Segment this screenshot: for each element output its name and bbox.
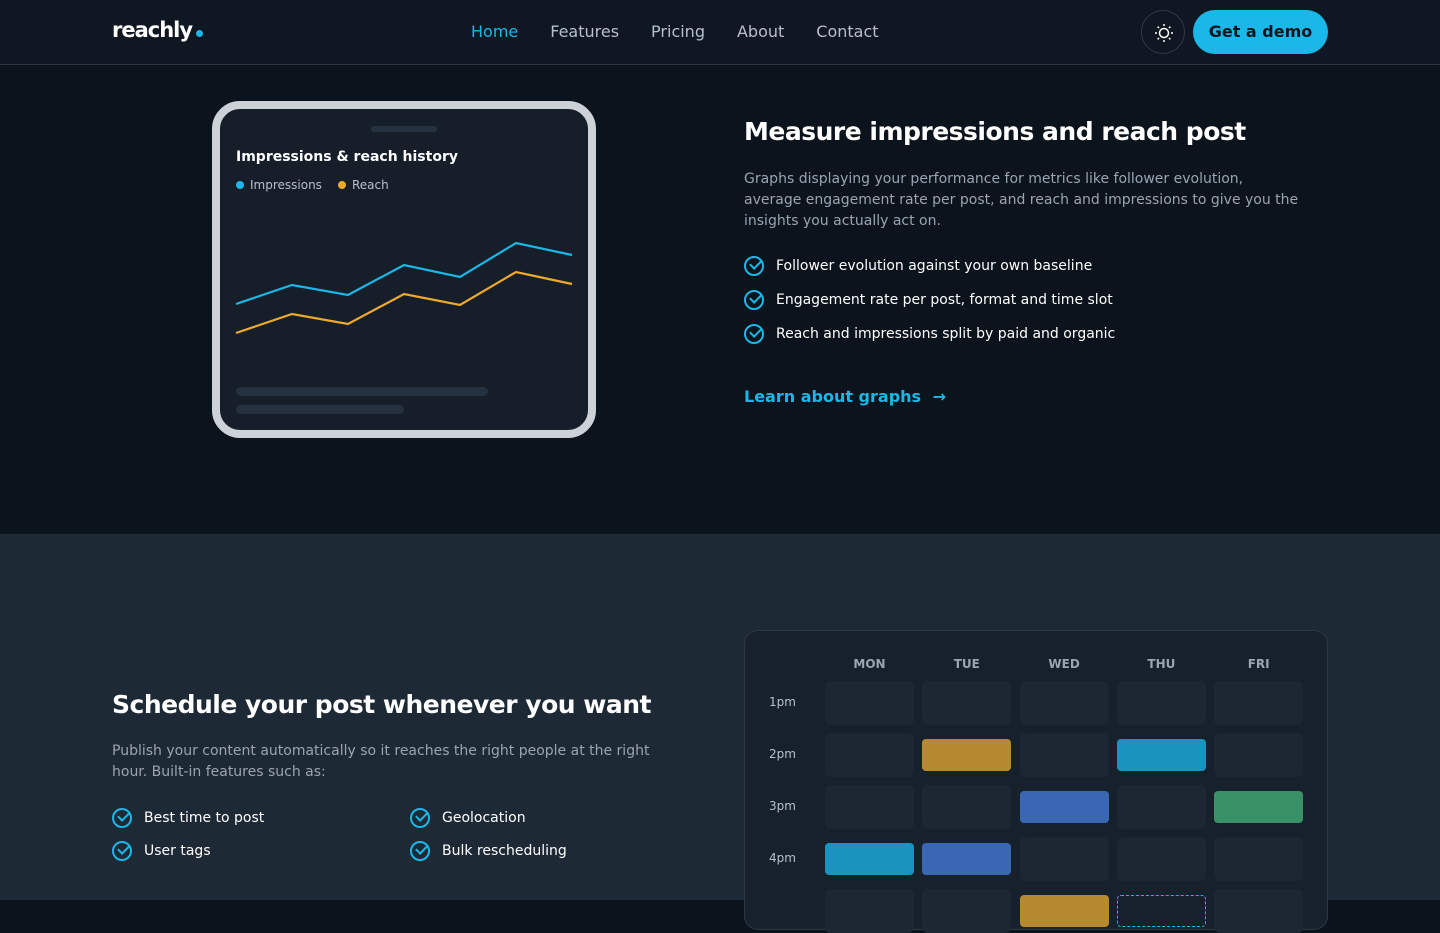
slot: [1116, 837, 1206, 881]
slot: [1019, 681, 1109, 725]
feature: Best time to post: [112, 808, 264, 828]
bullet: Reach and impressions split by paid and …: [744, 324, 1115, 344]
feature: User tags: [112, 841, 211, 861]
sun-icon: [1155, 24, 1173, 42]
legend-item: Reach: [337, 178, 389, 192]
logo[interactable]: reachly: [112, 18, 203, 42]
slot: [1214, 837, 1304, 881]
slot: [1116, 785, 1206, 829]
day-header: TUE: [953, 657, 980, 671]
line-chart: [235, 241, 573, 335]
learn-link[interactable]: Learn about graphs →: [744, 387, 947, 406]
feature: Geolocation: [410, 808, 526, 828]
section-description: Graphs displaying your performance for m…: [744, 171, 1299, 229]
section-title: Measure impressions and reach post: [744, 117, 1246, 146]
day-header: WED: [1048, 657, 1080, 671]
slot: [825, 889, 914, 933]
nav-links: Home Features Pricing About Contact: [471, 22, 879, 41]
scheduled-post: [1019, 791, 1109, 823]
legend: Impressions Reach: [236, 178, 389, 192]
section-description: Publish your content automatically so it…: [112, 743, 650, 780]
slot: [825, 681, 914, 725]
slot: [1019, 733, 1109, 777]
graphs-section: Impressions & reach history Impressions R…: [0, 65, 1440, 534]
slot: [1116, 681, 1206, 725]
navbar: reachly Home Features Pricing About Cont…: [0, 0, 1440, 65]
line-series: [235, 241, 573, 306]
section-title: Schedule your post whenever you want: [112, 690, 651, 719]
legend-label: Reach: [351, 178, 389, 192]
demo-button[interactable]: Get a demo: [1193, 10, 1328, 54]
bullet: Engagement rate per post, format and tim…: [744, 290, 1113, 310]
slot: [825, 733, 914, 777]
nav-link[interactable]: Features: [550, 22, 620, 41]
theme-toggle[interactable]: [1141, 10, 1185, 54]
slot: [922, 785, 1012, 829]
time-label: 2pm: [769, 747, 796, 761]
learn-link-text[interactable]: Learn about graphs: [744, 387, 922, 406]
schedule-section: Schedule your post whenever you want Pub…: [0, 534, 1440, 933]
page: reachly Home Features Pricing About Cont…: [0, 0, 1440, 900]
scheduled-post: [1116, 739, 1206, 771]
nav-link[interactable]: About: [736, 22, 785, 41]
legend-dot: [236, 181, 244, 189]
time-label: 1pm: [769, 695, 796, 709]
slot: [1214, 733, 1304, 777]
time-label: 4pm: [769, 851, 796, 865]
line-series: [235, 270, 573, 335]
time-label: 3pm: [769, 799, 796, 813]
day-header: THU: [1147, 657, 1176, 671]
feature: Bulk rescheduling: [410, 841, 567, 861]
day-header: FRI: [1247, 657, 1270, 671]
nav-link[interactable]: Contact: [816, 22, 879, 41]
card-title: Impressions & reach history: [236, 149, 458, 165]
bullet: Follower evolution against your own base…: [744, 256, 1092, 276]
calendar: MON TUE WED THU FRI 1pm 2pm 3pm 4pm: [744, 630, 1328, 933]
nav-link[interactable]: Home: [471, 22, 519, 41]
slot: [1019, 837, 1109, 881]
slot: [825, 785, 914, 829]
legend-item: Impressions: [236, 178, 322, 192]
slot: [922, 889, 1012, 933]
scheduled-post: [1214, 791, 1304, 823]
slot: [922, 681, 1012, 725]
scheduled-post: [825, 843, 914, 875]
legend-dot: [337, 181, 346, 189]
scheduled-post: [922, 739, 1012, 771]
nav-link[interactable]: Pricing: [651, 22, 705, 41]
legend-label: Impressions: [250, 178, 322, 192]
scheduled-post: [922, 843, 1012, 875]
device-card: Impressions & reach history Impressions R…: [212, 101, 596, 438]
slot: [1214, 681, 1304, 725]
day-header: MON: [853, 657, 886, 671]
slot: [1214, 889, 1304, 933]
